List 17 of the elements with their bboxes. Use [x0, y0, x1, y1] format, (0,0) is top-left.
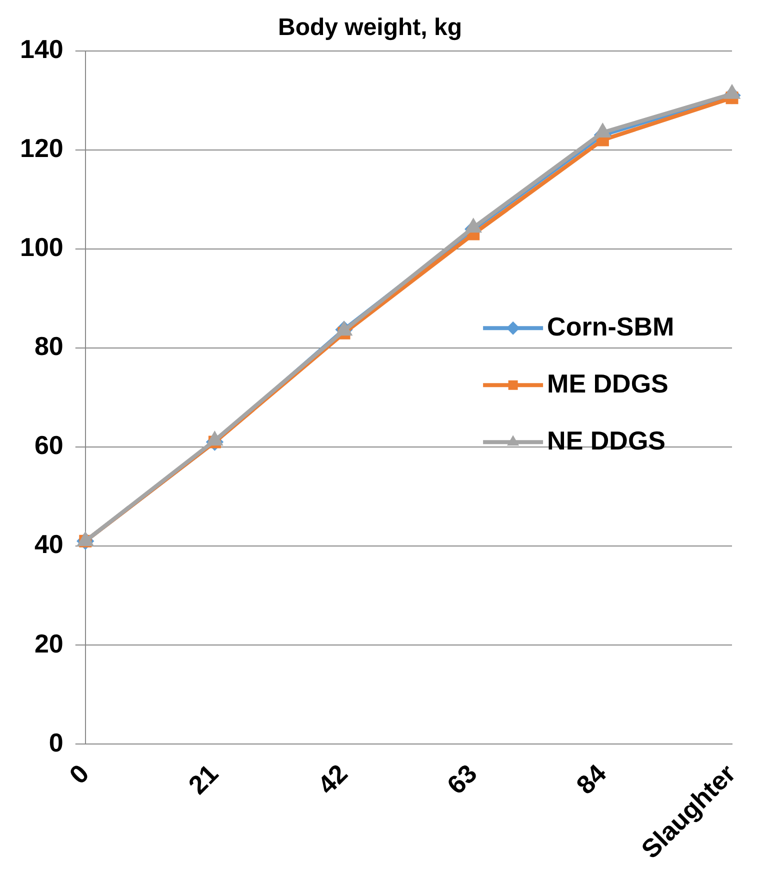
legend-label: NE DDGS	[547, 425, 666, 456]
y-tick-label: 140	[20, 34, 64, 64]
y-tick-label: 60	[34, 430, 64, 460]
x-tick-label: 21	[182, 758, 224, 800]
y-tick-label: 0	[48, 727, 64, 758]
x-tick-label: 84	[570, 758, 612, 800]
x-tick-label: 42	[312, 758, 354, 800]
y-tick-label: 80	[34, 331, 64, 362]
y-tick-label: 100	[20, 232, 64, 262]
legend-label: Corn-SBM	[547, 311, 674, 342]
y-tick-label: 20	[34, 628, 64, 658]
legend-label: ME DDGS	[547, 368, 668, 398]
y-tick-label: 120	[20, 133, 64, 164]
x-tick-label: 63	[441, 758, 483, 800]
y-tick-label: 40	[34, 529, 64, 560]
x-tick-label: 0	[63, 758, 95, 790]
chart-title: Body weight, kg	[278, 14, 462, 42]
